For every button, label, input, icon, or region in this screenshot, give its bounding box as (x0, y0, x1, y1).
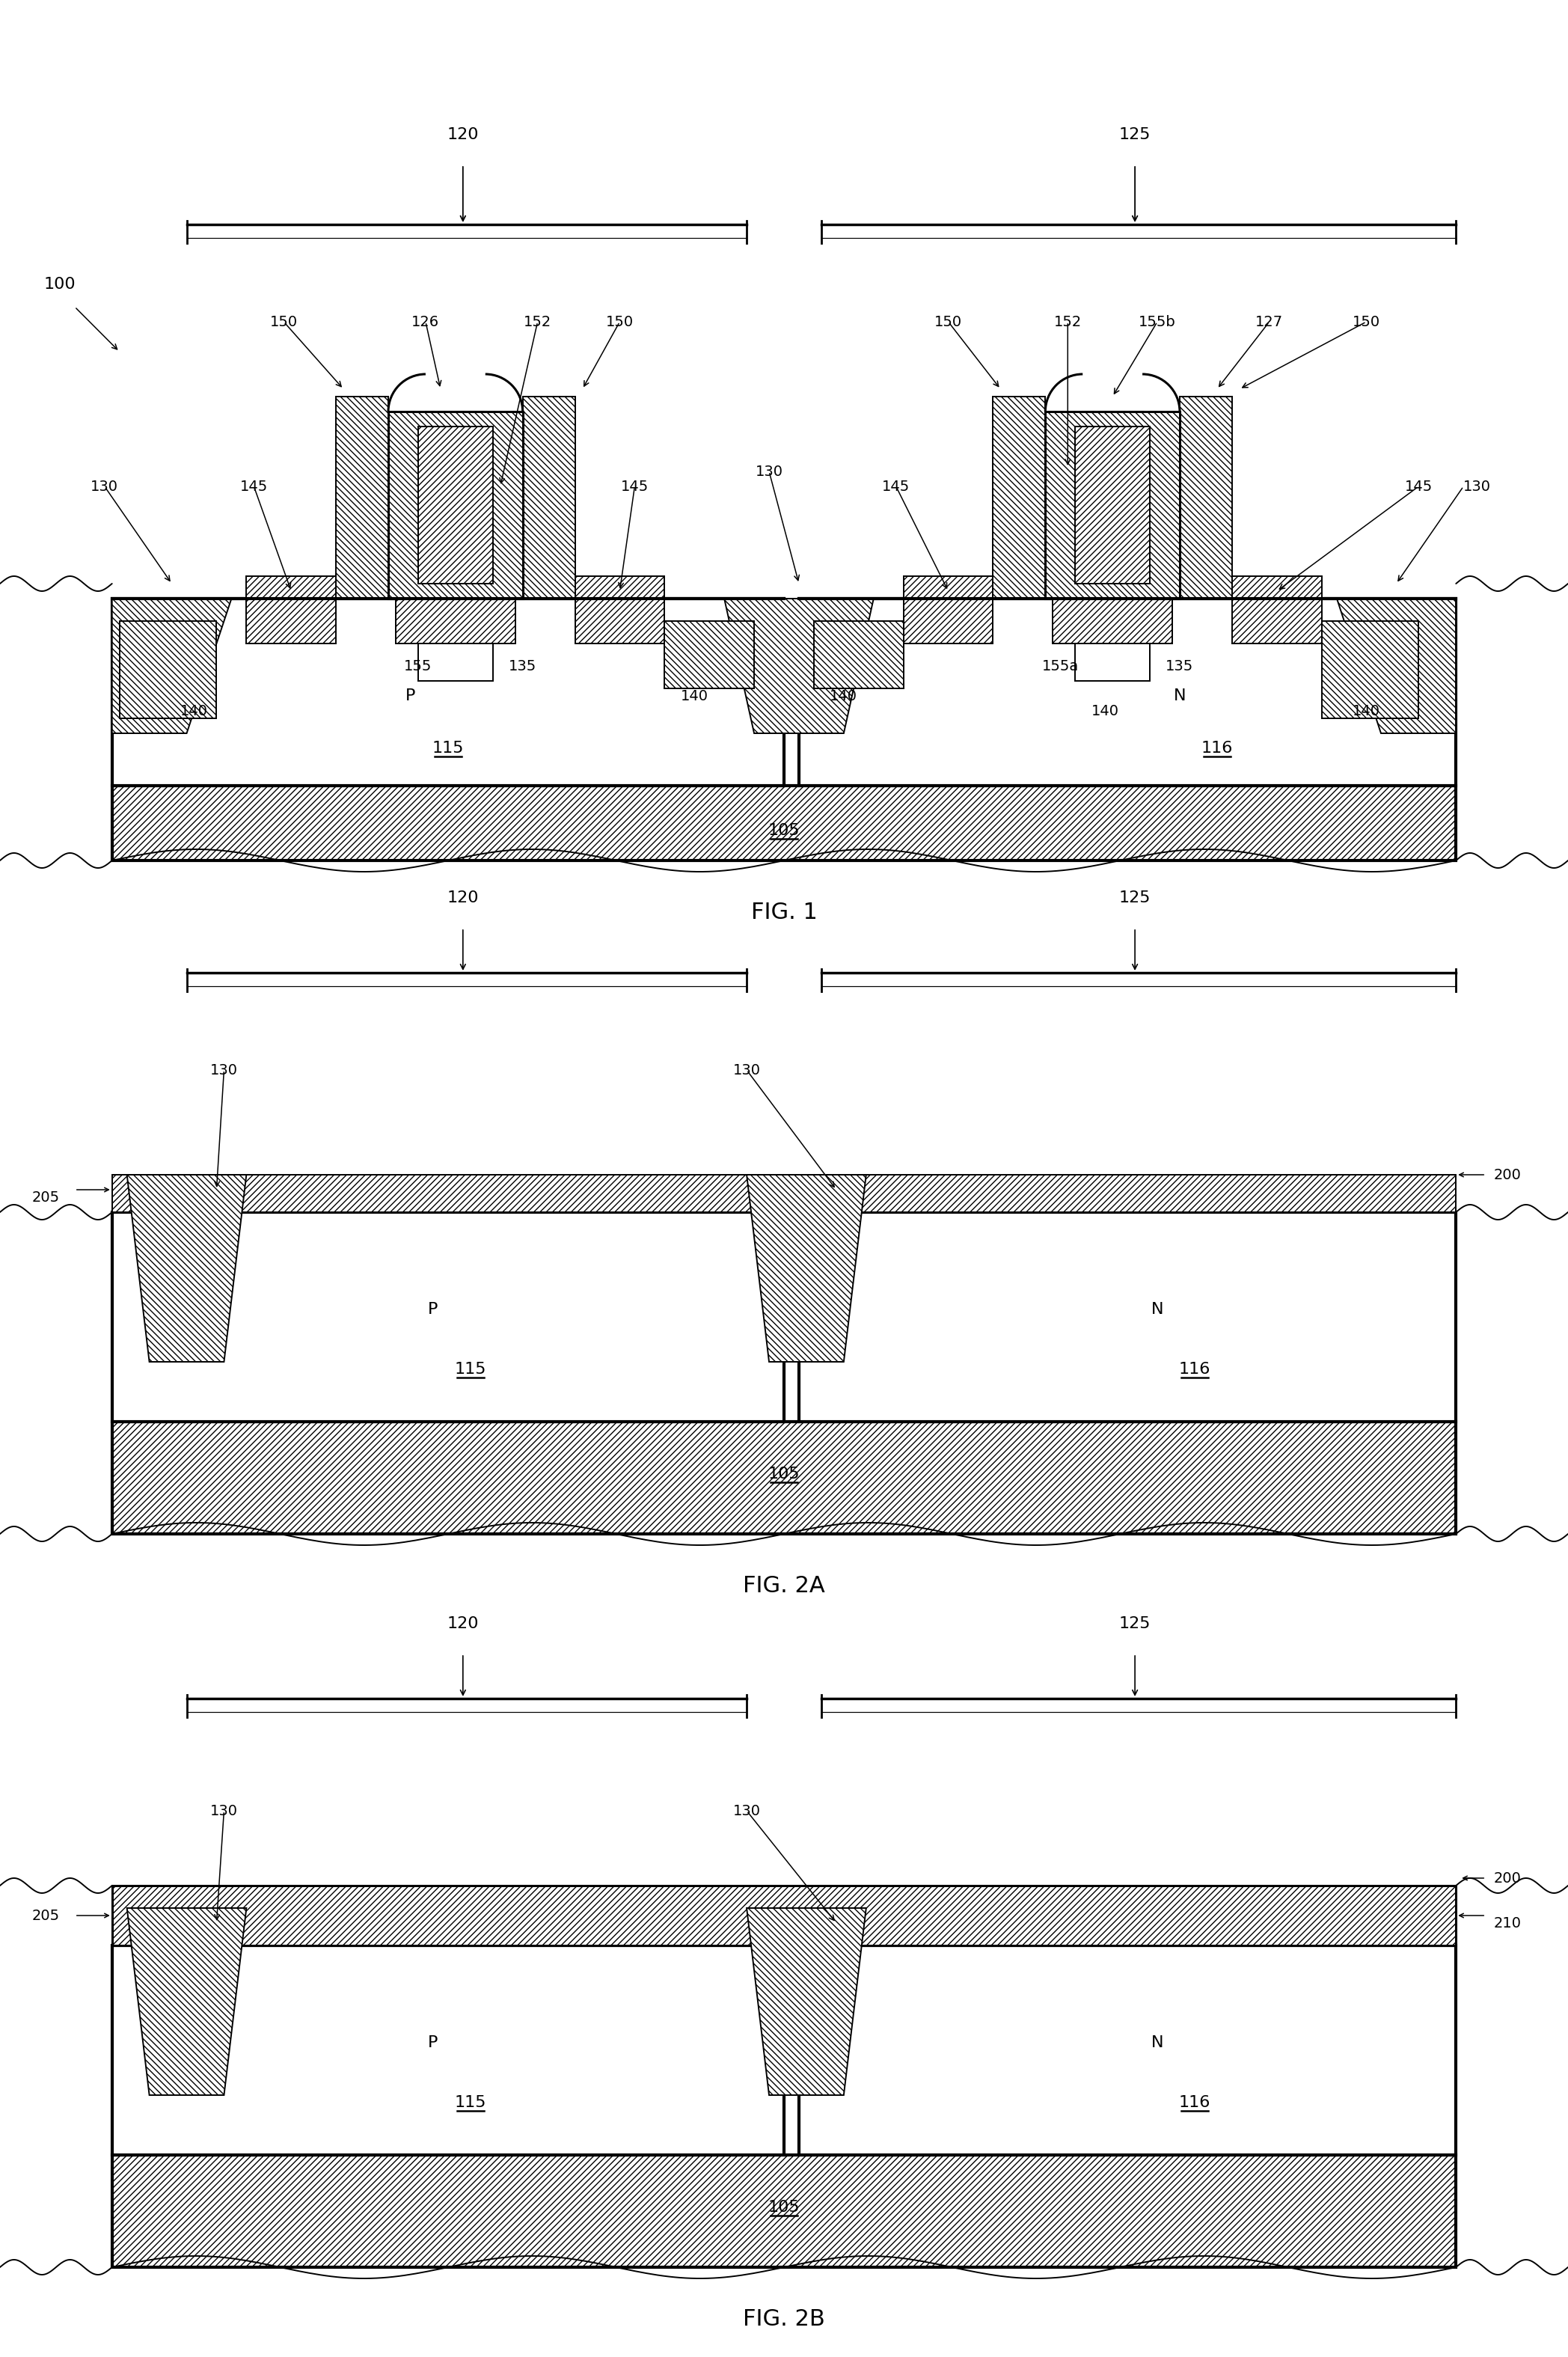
Text: 140: 140 (1091, 705, 1120, 719)
Text: 116: 116 (1179, 2095, 1210, 2110)
Text: 200: 200 (1493, 1871, 1521, 1886)
Text: FIG. 1: FIG. 1 (751, 903, 817, 924)
Bar (800, 1211, 1457, 1421)
Text: 140: 140 (829, 688, 858, 702)
Bar (111, 785, 1457, 860)
Text: P: P (406, 688, 416, 702)
Text: 140: 140 (180, 705, 209, 719)
Polygon shape (746, 1174, 866, 1362)
Text: 130: 130 (210, 1803, 238, 1817)
Text: 130: 130 (732, 1063, 760, 1077)
Text: N: N (1151, 2034, 1163, 2051)
Text: 127: 127 (1256, 313, 1283, 330)
Text: 150: 150 (1353, 313, 1380, 330)
Text: 145: 145 (1405, 478, 1433, 493)
Text: FIG. 2B: FIG. 2B (743, 2310, 825, 2331)
Text: FIG. 2A: FIG. 2A (743, 1574, 825, 1598)
Text: 205: 205 (31, 1909, 60, 1923)
Polygon shape (1336, 599, 1457, 733)
Text: 116: 116 (1201, 740, 1232, 757)
Text: 125: 125 (1120, 891, 1151, 905)
Text: 105: 105 (768, 823, 800, 839)
Bar (1076, 427, 1149, 585)
Text: 115: 115 (455, 2095, 486, 2110)
Bar (111, 1886, 1457, 1945)
Bar (522, 396, 575, 599)
Bar (1076, 643, 1149, 681)
Text: 126: 126 (412, 313, 439, 330)
Bar (800, 1945, 1457, 2154)
Text: N: N (1173, 688, 1185, 702)
Bar (111, 1174, 1457, 1211)
Polygon shape (111, 599, 232, 733)
Text: 155b: 155b (1138, 313, 1176, 330)
Bar (800, 599, 1457, 785)
Text: 155a: 155a (1041, 660, 1079, 674)
Text: 210: 210 (1493, 1916, 1521, 1930)
Text: P: P (428, 1301, 437, 1318)
Bar (111, 1421, 1457, 1534)
Text: 120: 120 (447, 1617, 478, 1631)
Text: 152: 152 (1054, 313, 1082, 330)
Text: N: N (1151, 1301, 1163, 1318)
Bar (389, 412, 522, 599)
Bar (336, 396, 389, 599)
Polygon shape (746, 1909, 866, 2095)
Text: 145: 145 (621, 478, 649, 493)
Bar (1322, 620, 1419, 719)
Bar (111, 599, 784, 785)
Text: 115: 115 (433, 740, 464, 757)
Bar (246, 575, 336, 643)
Bar (111, 1945, 784, 2154)
Text: 130: 130 (210, 1063, 238, 1077)
Bar (419, 427, 492, 585)
Text: 135: 135 (1165, 660, 1193, 674)
Text: 145: 145 (883, 478, 909, 493)
Bar (1179, 396, 1232, 599)
Text: 116: 116 (1179, 1362, 1210, 1376)
Bar (1232, 575, 1322, 643)
Bar (903, 575, 993, 643)
Text: 100: 100 (44, 276, 75, 292)
Bar (111, 1211, 784, 1421)
Text: P: P (428, 2034, 437, 2051)
Polygon shape (127, 1174, 246, 1362)
Text: 105: 105 (768, 1466, 800, 1483)
Bar (665, 620, 754, 688)
Bar (1046, 412, 1179, 599)
Text: 120: 120 (447, 127, 478, 141)
Text: 200: 200 (1493, 1167, 1521, 1181)
Text: 130: 130 (732, 1803, 760, 1817)
Bar (395, 599, 516, 643)
Text: 145: 145 (240, 478, 268, 493)
Text: 120: 120 (447, 891, 478, 905)
Text: 130: 130 (91, 478, 118, 493)
Text: 135: 135 (508, 660, 536, 674)
Bar (575, 575, 665, 643)
Text: 115: 115 (455, 1362, 486, 1376)
Polygon shape (127, 1909, 246, 2095)
Text: 152: 152 (524, 313, 552, 330)
Text: 130: 130 (1463, 478, 1491, 493)
Text: 155: 155 (405, 660, 433, 674)
Bar (119, 620, 216, 719)
Text: 105: 105 (768, 2199, 800, 2216)
Bar (111, 2154, 1457, 2267)
Text: 140: 140 (681, 688, 709, 702)
Text: 140: 140 (1353, 705, 1380, 719)
Bar (1052, 599, 1173, 643)
Bar (419, 643, 492, 681)
Text: 125: 125 (1120, 127, 1151, 141)
Text: 150: 150 (605, 313, 633, 330)
Text: 205: 205 (31, 1190, 60, 1204)
Text: 130: 130 (756, 464, 782, 478)
Text: 125: 125 (1120, 1617, 1151, 1631)
Bar (993, 396, 1046, 599)
Bar (814, 620, 903, 688)
Polygon shape (724, 599, 873, 733)
Text: 150: 150 (270, 313, 298, 330)
Text: 150: 150 (935, 313, 963, 330)
